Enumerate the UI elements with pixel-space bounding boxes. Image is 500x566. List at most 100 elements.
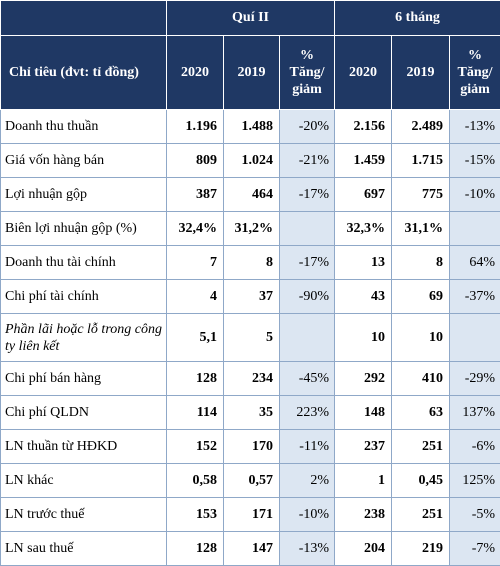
q2-2020-value: 4 [167, 280, 224, 314]
6m-change-value: -10% [450, 178, 500, 212]
6m-change-value: -13% [450, 110, 500, 144]
q2-2019-value: 0,57 [224, 464, 280, 498]
q2-change-value: 223% [280, 396, 335, 430]
q2-2019-value: 464 [224, 178, 280, 212]
6m-change-value: -29% [450, 362, 500, 396]
header-q2-2020: 2020 [167, 36, 224, 110]
q2-change-value: -21% [280, 144, 335, 178]
table-row: Doanh thu thuần 1.196 1.488 -20% 2.156 2… [1, 110, 500, 144]
q2-change-value: -17% [280, 178, 335, 212]
6m-2020-value: 1.459 [335, 144, 392, 178]
6m-2020-value: 238 [335, 498, 392, 532]
header-6m-2020: 2020 [335, 36, 392, 110]
row-label: Doanh thu tài chính [1, 246, 167, 280]
header-6m-2019: 2019 [392, 36, 450, 110]
header-q2-change: % Tăng/ giảm [280, 36, 335, 110]
6m-change-value: -37% [450, 280, 500, 314]
row-label: Chi phí QLDN [1, 396, 167, 430]
table-row: Chi phí bán hàng 128 234 -45% 292 410 -2… [1, 362, 500, 396]
6m-2019-value: 251 [392, 498, 450, 532]
q2-change-value [280, 314, 335, 362]
table-row: LN khác 0,58 0,57 2% 1 0,45 125% [1, 464, 500, 498]
6m-2020-value: 204 [335, 532, 392, 566]
q2-change-value: -11% [280, 430, 335, 464]
6m-2020-value: 237 [335, 430, 392, 464]
q2-2020-value: 1.196 [167, 110, 224, 144]
pct-line2: giảm [292, 82, 322, 97]
table-row: Phần lãi hoặc lỗ trong công ty liên kết … [1, 314, 500, 362]
6m-2019-value: 63 [392, 396, 450, 430]
6m-2020-value: 1 [335, 464, 392, 498]
table-body: Doanh thu thuần 1.196 1.488 -20% 2.156 2… [1, 110, 500, 566]
6m-change-value: -5% [450, 498, 500, 532]
q2-2019-value: 234 [224, 362, 280, 396]
q2-change-value: -13% [280, 532, 335, 566]
q2-2020-value: 152 [167, 430, 224, 464]
6m-2020-value: 292 [335, 362, 392, 396]
header-indicator: Chỉ tiêu (đvt: tỉ đồng) [1, 36, 167, 110]
q2-change-value [280, 212, 335, 246]
q2-2020-value: 128 [167, 362, 224, 396]
q2-2020-value: 5,1 [167, 314, 224, 362]
6m-change-value: -6% [450, 430, 500, 464]
6m-2019-value: 69 [392, 280, 450, 314]
pct-line1: Tăng/ [458, 65, 493, 80]
6m-2019-value: 31,1% [392, 212, 450, 246]
q2-2020-value: 0,58 [167, 464, 224, 498]
6m-2020-value: 10 [335, 314, 392, 362]
q2-change-value: -17% [280, 246, 335, 280]
q2-2019-value: 171 [224, 498, 280, 532]
6m-2020-value: 13 [335, 246, 392, 280]
q2-2019-value: 170 [224, 430, 280, 464]
row-label: Biên lợi nhuận gộp (%) [1, 212, 167, 246]
6m-2020-value: 2.156 [335, 110, 392, 144]
header-q2-2019: 2019 [224, 36, 280, 110]
6m-2019-value: 8 [392, 246, 450, 280]
6m-2019-value: 2.489 [392, 110, 450, 144]
header-group-row: Quí II 6 tháng [1, 1, 500, 36]
6m-change-value: 137% [450, 396, 500, 430]
table-row: LN thuần từ HĐKD 152 170 -11% 237 251 -6… [1, 430, 500, 464]
pct-line2: giảm [460, 82, 490, 97]
6m-change-value: 125% [450, 464, 500, 498]
6m-change-value: 64% [450, 246, 500, 280]
q2-change-value: 2% [280, 464, 335, 498]
q2-2020-value: 128 [167, 532, 224, 566]
row-label: Giá vốn hàng bán [1, 144, 167, 178]
row-label: Lợi nhuận gộp [1, 178, 167, 212]
table-row: Chi phí tài chính 4 37 -90% 43 69 -37% [1, 280, 500, 314]
q2-2019-value: 147 [224, 532, 280, 566]
6m-change-value [450, 314, 500, 362]
row-label: Doanh thu thuần [1, 110, 167, 144]
6m-change-value: -15% [450, 144, 500, 178]
table-row: LN trước thuế 153 171 -10% 238 251 -5% [1, 498, 500, 532]
row-label: Chi phí bán hàng [1, 362, 167, 396]
q2-change-value: -45% [280, 362, 335, 396]
q2-change-value: -10% [280, 498, 335, 532]
pct-symbol: % [300, 48, 314, 63]
q2-change-value: -20% [280, 110, 335, 144]
q2-2020-value: 153 [167, 498, 224, 532]
6m-change-value: -7% [450, 532, 500, 566]
q2-change-value: -90% [280, 280, 335, 314]
pct-line1: Tăng/ [290, 65, 325, 80]
table-row: Doanh thu tài chính 7 8 -17% 13 8 64% [1, 246, 500, 280]
table-header: Quí II 6 tháng Chỉ tiêu (đvt: tỉ đồng) 2… [1, 1, 500, 110]
6m-2019-value: 410 [392, 362, 450, 396]
6m-2019-value: 0,45 [392, 464, 450, 498]
table-row: Chi phí QLDN 114 35 223% 148 63 137% [1, 396, 500, 430]
6m-2019-value: 251 [392, 430, 450, 464]
q2-2019-value: 1.024 [224, 144, 280, 178]
q2-2020-value: 809 [167, 144, 224, 178]
row-label: LN thuần từ HĐKD [1, 430, 167, 464]
header-group-6-months: 6 tháng [335, 1, 500, 36]
table-row: Giá vốn hàng bán 809 1.024 -21% 1.459 1.… [1, 144, 500, 178]
6m-2019-value: 1.715 [392, 144, 450, 178]
row-label: Phần lãi hoặc lỗ trong công ty liên kết [1, 314, 167, 362]
pct-symbol: % [468, 48, 482, 63]
row-label: LN trước thuế [1, 498, 167, 532]
6m-2020-value: 32,3% [335, 212, 392, 246]
q2-2019-value: 35 [224, 396, 280, 430]
6m-2020-value: 43 [335, 280, 392, 314]
header-corner-cell [1, 1, 167, 36]
